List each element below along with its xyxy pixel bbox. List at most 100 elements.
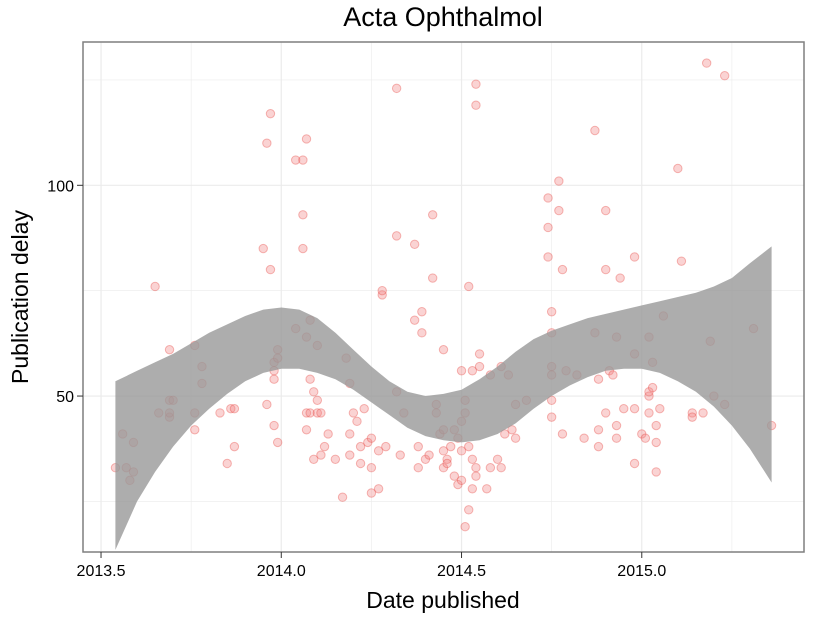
data-point <box>446 441 456 452</box>
data-point <box>546 307 557 317</box>
chart-title: Acta Ophthalmol <box>343 2 543 32</box>
data-point <box>629 403 640 414</box>
data-point <box>377 290 387 300</box>
data-point <box>391 231 402 241</box>
data-point <box>500 429 510 439</box>
data-point <box>651 467 661 477</box>
data-point <box>309 387 319 397</box>
data-point <box>229 441 240 452</box>
data-point <box>150 281 160 292</box>
data-point <box>316 408 326 418</box>
data-point <box>319 441 330 452</box>
data-point <box>492 454 503 464</box>
data-point <box>345 450 355 460</box>
data-point <box>719 71 730 81</box>
data-point <box>453 479 463 490</box>
data-point <box>413 441 423 452</box>
data-point <box>377 285 387 296</box>
x-tick-label: 2013.5 <box>77 563 126 580</box>
data-point <box>269 374 279 384</box>
data-point <box>438 463 449 473</box>
data-point <box>417 328 427 338</box>
data-point <box>554 205 564 216</box>
data-point <box>290 155 301 165</box>
data-point <box>442 454 452 464</box>
data-point <box>164 344 175 355</box>
data-point <box>467 366 478 376</box>
data-point <box>619 403 629 414</box>
data-point <box>557 429 568 439</box>
data-point <box>608 370 618 380</box>
data-point <box>637 429 647 439</box>
data-point <box>442 458 452 469</box>
data-point <box>543 252 553 262</box>
data-point <box>215 408 225 418</box>
x-tick-label: 2014.0 <box>257 563 306 580</box>
data-point <box>611 420 622 431</box>
data-point <box>554 176 564 186</box>
data-point <box>373 484 384 494</box>
data-point <box>355 441 366 452</box>
data-point <box>464 441 474 452</box>
data-point <box>366 463 377 473</box>
data-point <box>644 391 654 401</box>
data-point <box>366 433 377 443</box>
data-point <box>345 429 355 439</box>
data-point <box>348 408 359 418</box>
data-point <box>615 273 625 283</box>
data-point <box>651 437 661 448</box>
data-point <box>655 403 665 414</box>
data-point <box>456 446 467 456</box>
y-axis-title: Publication delay <box>7 210 33 384</box>
data-point <box>265 264 276 275</box>
data-point <box>629 252 640 262</box>
data-point <box>316 450 326 460</box>
data-point <box>373 446 384 456</box>
data-point <box>474 349 485 359</box>
data-point <box>309 454 319 464</box>
data-point <box>427 273 438 283</box>
data-point <box>298 155 308 165</box>
data-point <box>262 138 272 148</box>
data-point <box>301 408 312 418</box>
data-point <box>438 344 449 355</box>
data-point <box>601 205 611 216</box>
y-axis: 50 100 <box>47 178 83 406</box>
data-point <box>557 264 568 275</box>
data-point <box>467 454 478 464</box>
data-point <box>272 437 283 448</box>
data-point <box>471 100 481 110</box>
data-point <box>305 408 315 418</box>
data-point <box>298 210 308 220</box>
data-point <box>366 488 377 498</box>
data-point <box>456 475 467 486</box>
data-point <box>687 408 697 418</box>
data-point <box>391 83 402 94</box>
data-point <box>337 492 348 502</box>
data-point <box>485 463 496 473</box>
data-point <box>590 125 600 136</box>
data-point <box>258 243 268 254</box>
y-tick-label: 100 <box>47 178 74 195</box>
x-tick-label: 2014.5 <box>437 563 486 580</box>
data-point <box>471 79 481 89</box>
data-point <box>687 412 697 422</box>
data-point <box>601 408 611 418</box>
data-point <box>676 256 687 266</box>
data-point <box>381 441 391 452</box>
data-point <box>579 433 589 443</box>
data-point <box>298 243 308 254</box>
data-point <box>546 412 557 422</box>
data-point <box>363 437 373 448</box>
data-point <box>546 395 557 405</box>
data-point <box>482 484 492 494</box>
data-point <box>543 222 553 233</box>
data-point <box>460 522 470 532</box>
data-point <box>449 471 460 481</box>
data-point <box>471 471 481 481</box>
data-point <box>417 307 427 317</box>
data-point <box>644 408 654 418</box>
data-point <box>420 454 431 464</box>
data-point <box>352 416 362 427</box>
data-point <box>593 441 604 452</box>
